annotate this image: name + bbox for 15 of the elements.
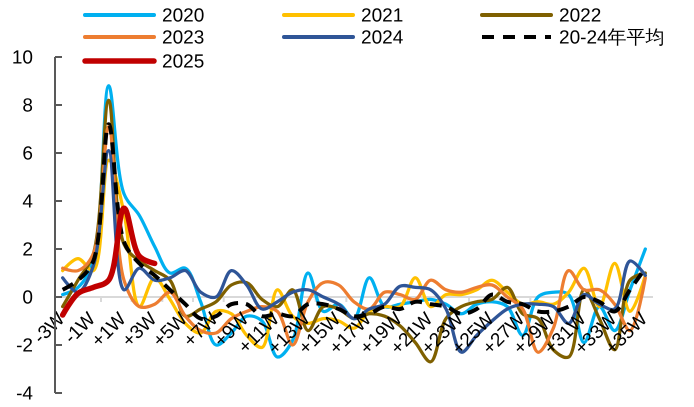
legend-label: 2020 <box>162 6 204 27</box>
legend-label: 2025 <box>162 52 204 73</box>
legend-label: 2023 <box>162 28 204 49</box>
legend-label: 2021 <box>361 6 404 27</box>
y-tick-label: 0 <box>22 288 33 309</box>
legend-label: 2022 <box>559 6 602 27</box>
y-tick-label: 2 <box>22 240 33 261</box>
legend-label: 20-24年平均 <box>559 28 665 49</box>
y-tick-label: 8 <box>22 96 33 117</box>
y-tick-label: 10 <box>12 48 33 69</box>
y-tick-label: -2 <box>16 336 33 357</box>
y-tick-label: 6 <box>22 144 33 165</box>
y-tick-label: -4 <box>16 384 34 405</box>
legend-label: 2024 <box>361 28 404 49</box>
y-tick-label: 4 <box>22 192 34 213</box>
